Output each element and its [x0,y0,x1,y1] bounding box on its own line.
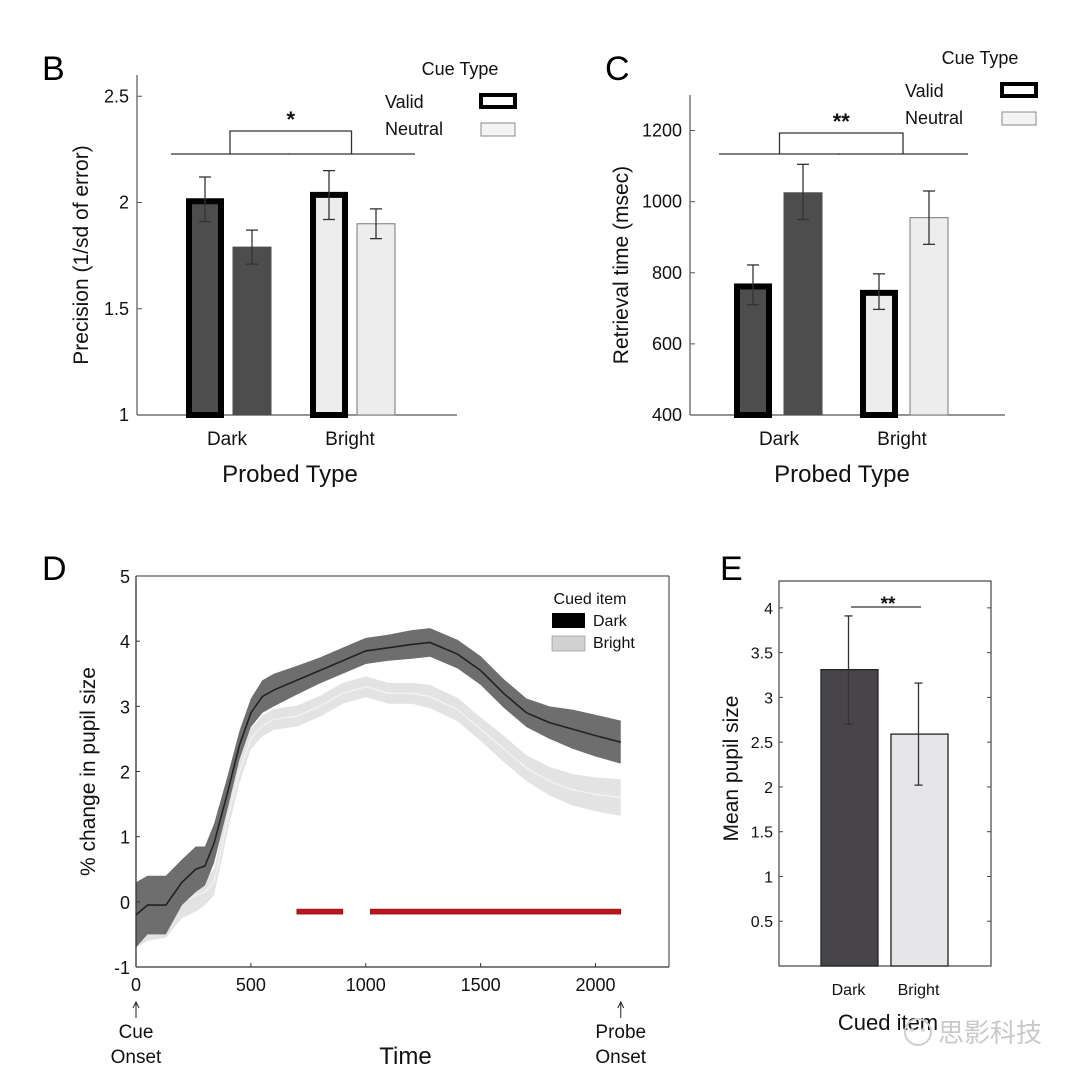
bar-valid-dark [734,283,772,419]
y-tick-label: 3 [764,690,773,707]
legend-swatch-valid [479,93,517,109]
significance-marker: ** [881,594,896,615]
legend-label-bright: Bright [593,635,635,652]
x-category-label: Bright [877,429,927,450]
y-tick-label: 1.5 [104,299,129,319]
plot-frame [778,580,992,967]
watermark-text: 思影科技 [938,1018,1042,1048]
panel-letter-d: D [42,550,67,588]
bar-neutral-bright [909,217,949,416]
legend-swatch-neutral [1001,111,1037,126]
y-axis-label: % change in pupil size [77,667,100,876]
legend-swatch-neutral [480,122,516,137]
bar-valid-bright [310,191,348,418]
x-tick-label: 1000 [346,975,386,995]
x-category-label: Bright [898,982,940,999]
panel-letter-e: E [720,550,743,588]
annotation-label: Cue [119,1022,154,1043]
legend-label-neutral: Neutral [385,119,443,139]
bar-neutral-dark [232,246,272,416]
y-tick-label: 4 [764,601,773,618]
significance-marker: * [286,107,295,132]
y-axis-label: Retrieval time (msec) [610,166,633,364]
bar-valid-dark [186,198,224,418]
panel-b-chart: 1 1.5 2 2.5 Dark Bright * Probed Type Precision … [70,59,517,488]
bar-neutral-dark [783,192,823,416]
panel-letter-c: C [605,50,630,88]
confidence-band-dark [136,628,621,948]
annotation-arrow-head [132,1000,140,1009]
y-tick-label: 400 [652,405,682,425]
confidence-band-bright [136,676,621,948]
mean-line-dark [135,641,621,916]
x-category-label: Dark [759,429,800,450]
y-tick-label: 4 [120,632,130,652]
y-tick-label: 600 [652,334,682,354]
annotation-label: Onset [111,1047,162,1068]
watermark-icon-dot [910,1028,914,1032]
y-tick-label: 2.5 [104,86,129,106]
legend-swatch-dark [552,613,585,628]
sig-bracket-top [778,132,904,154]
y-tick-label: -1 [114,958,130,978]
annotation-arrow-head [617,1000,625,1009]
y-tick-label: 2 [120,763,130,783]
x-tick-label: 0 [131,975,141,995]
y-tick-label: 800 [652,263,682,283]
annotation-label: Onset [595,1047,646,1068]
x-axis-label: Time [379,1043,431,1070]
y-axis-label: Mean pupil size [720,696,743,842]
legend-swatch-bright [551,635,586,652]
significance-bar [370,908,622,915]
x-tick-label: 500 [236,975,266,995]
y-tick-label: 1 [119,405,129,425]
bar-valid-bright [860,289,898,419]
legend-swatch-valid [1000,82,1038,98]
y-tick-label: 1 [764,869,773,886]
legend-label-neutral: Neutral [905,108,963,128]
x-category-label: Bright [325,429,375,450]
y-tick-label: 2 [764,780,773,797]
significance-marker: ** [833,109,851,134]
legend-title: Cued item [554,591,627,608]
y-tick-label: 0 [120,893,130,913]
y-tick-label: 1 [120,828,130,848]
bar-neutral-bright [356,223,396,416]
y-tick-label: 1000 [642,192,682,212]
y-tick-label: 1200 [642,121,682,141]
y-tick-label: 2 [119,193,129,213]
y-tick-label: 0.5 [751,914,773,931]
y-tick-label: 2.5 [751,735,773,752]
watermark-icon [904,1018,932,1046]
bar-dark [820,668,879,967]
x-category-label: Dark [207,429,248,450]
annotation-label: Probe [595,1022,646,1043]
x-tick-label: 2000 [575,975,615,995]
legend-title: Cue Type [942,48,1019,68]
significance-bar [296,908,344,915]
legend-label-valid: Valid [905,81,944,101]
y-tick-label: 5 [120,567,130,587]
watermark: 思影科技 [904,1018,1042,1048]
y-tick-label: 3.5 [751,646,773,663]
panel-letter-b: B [42,50,65,88]
y-tick-label: 1.5 [751,825,773,842]
watermark-icon-dot [921,1028,925,1032]
sig-bracket-top [229,130,353,154]
y-tick-label: 3 [120,697,130,717]
panel-c-chart: 400 600 800 1000 1200 Dark Bright ** Probed Type… [610,48,1038,488]
x-axis-label: Probed Type [774,461,910,488]
mean-line-bright [135,686,621,929]
x-tick-label: 1500 [461,975,501,995]
x-category-label: Dark [832,982,867,999]
bar-bright [890,733,949,967]
x-axis-label: Probed Type [222,461,358,488]
y-axis-label: Precision (1/sd of error) [70,145,93,364]
legend-label-dark: Dark [593,613,628,630]
legend-title: Cue Type [422,59,499,79]
legend-label-valid: Valid [385,92,424,112]
